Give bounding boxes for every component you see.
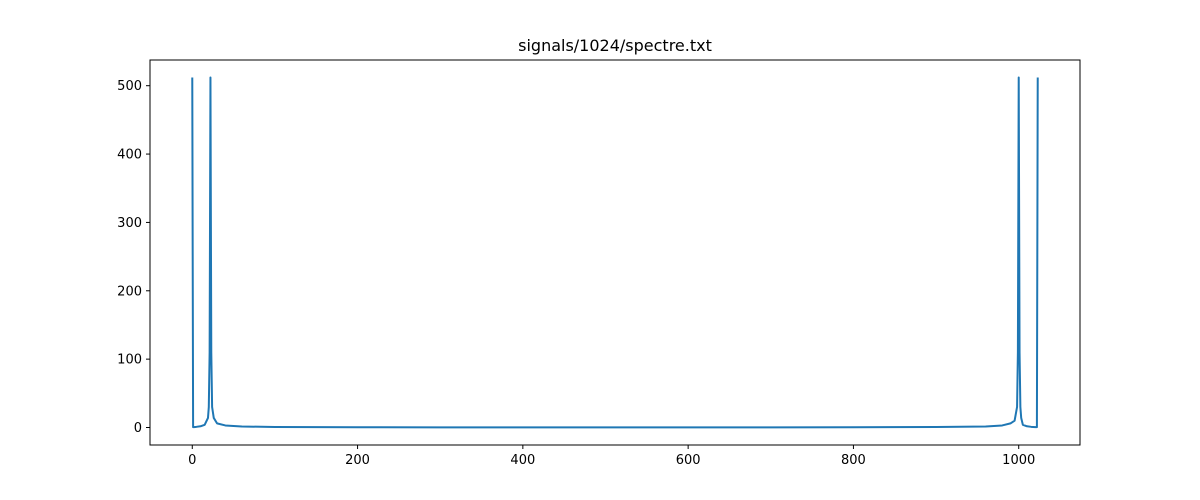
x-tick-label: 400: [510, 453, 535, 468]
y-tick-label: 0: [134, 421, 142, 436]
x-tick-label: 200: [345, 453, 370, 468]
axes-frame: [149, 59, 1081, 446]
x-axis-ticks: 0 200 400 600 800 1000: [188, 445, 1035, 468]
y-tick-label: 200: [117, 284, 142, 299]
chart-title: signals/1024/spectre.txt: [518, 36, 712, 55]
y-tick-label: 100: [117, 353, 142, 368]
x-tick-label: 0: [188, 453, 196, 468]
series-line-0: [191, 76, 1039, 429]
x-tick-label: 600: [676, 453, 701, 468]
x-tick-label: 800: [841, 453, 866, 468]
y-tick-label: 300: [117, 216, 142, 231]
y-axis-ticks: 0 100 200 300 400 500: [117, 79, 150, 436]
y-tick-label: 500: [117, 79, 142, 94]
y-tick-label: 400: [117, 148, 142, 163]
series-layer: [191, 76, 1039, 429]
x-tick-label: 1000: [1002, 453, 1035, 468]
